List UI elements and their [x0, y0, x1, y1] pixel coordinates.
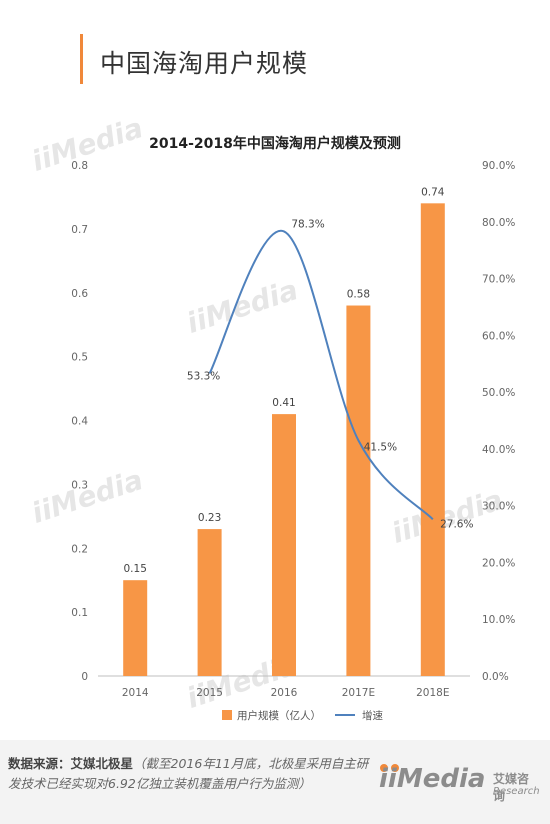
- y-right-tick-label: 60.0%: [482, 330, 515, 342]
- y-left-tick-label: 0.2: [71, 543, 88, 555]
- y-left-tick-label: 0.7: [71, 224, 88, 236]
- bar: [420, 203, 445, 676]
- line-point-label: 53.3%: [187, 370, 220, 382]
- y-right-tick-label: 50.0%: [482, 387, 515, 399]
- y-right-tick-label: 40.0%: [482, 444, 515, 456]
- line-point-label: 27.6%: [440, 518, 473, 530]
- title-accent-bar: [80, 34, 83, 84]
- bar: [197, 529, 222, 676]
- page-header: 中国海淘用户规模: [0, 0, 550, 100]
- bar-value-label: 0.58: [347, 289, 370, 301]
- source-label: 数据来源：艾媒北极星: [8, 756, 134, 771]
- bar: [123, 580, 148, 676]
- combo-chart: 2014-2018年中国海淘用户规模及预测 0 0.1 0.2 0.3 0.4 0.5 0.…: [71, 135, 515, 722]
- brand-name-en: Research: [493, 786, 540, 797]
- bar: [346, 305, 371, 676]
- growth-line: [208, 230, 434, 520]
- bar: [272, 414, 296, 676]
- y-left-tick-label: 0.1: [71, 607, 88, 619]
- brand-dots-icon: [380, 764, 399, 772]
- y-left-tick-label: 0: [81, 671, 88, 683]
- brand-name-cn: 艾媒咨询: [493, 772, 530, 803]
- bar-series: 0.15 0.23 0.41 0.58 0.74: [123, 186, 445, 676]
- y-left-tick-label: 0.4: [71, 416, 88, 428]
- bar-value-label: 0.41: [272, 397, 295, 409]
- legend-line-label: 增速: [362, 709, 383, 722]
- x-tick-label: 2017E: [342, 687, 375, 699]
- chart-title: 2014-2018年中国海淘用户规模及预测: [149, 135, 401, 152]
- y-right-tick-label: 0.0%: [482, 671, 509, 683]
- chart-legend: 用户规模（亿人） 增速: [222, 709, 383, 722]
- y-right-tick-label: 10.0%: [482, 614, 515, 626]
- brand-logo: iiMedia: [379, 764, 486, 794]
- brand-logo-block: iiMedia 艾媒咨询 Research: [375, 762, 540, 812]
- y-right-tick-label: 30.0%: [482, 501, 515, 513]
- y-right-tick-label: 20.0%: [482, 557, 515, 569]
- y-right-tick-label: 80.0%: [482, 217, 515, 229]
- x-tick-label: 2014: [122, 687, 149, 699]
- footer: 数据来源：艾媒北极星（截至2016年11月底，北极星采用自主研发技术已经实现对6…: [0, 740, 550, 824]
- x-tick-label: 2018E: [416, 687, 449, 699]
- y-right-tick-label: 70.0%: [482, 274, 515, 286]
- x-tick-label: 2015: [196, 687, 223, 699]
- y-right-tick-label: 90.0%: [482, 160, 515, 172]
- page-title: 中国海淘用户规模: [100, 49, 309, 78]
- data-source: 数据来源：艾媒北极星（截至2016年11月底，北极星采用自主研发技术已经实现对6…: [8, 754, 373, 794]
- bar-value-label: 0.23: [198, 512, 221, 524]
- y-left-tick-label: 0.6: [71, 288, 88, 300]
- legend-bar-swatch: [222, 710, 232, 720]
- line-point-label: 41.5%: [364, 441, 397, 453]
- bar-value-label: 0.74: [421, 186, 445, 198]
- source-note: （截至2016年11月底，北极星采用自主研发技术已经实现对6.92亿独立装机覆盖…: [8, 756, 369, 791]
- bar-value-label: 0.15: [124, 563, 147, 575]
- line-series: 53.3% 78.3% 41.5% 27.6%: [187, 218, 474, 530]
- y-left-tick-label: 0.8: [71, 160, 88, 172]
- chart-axes: 0 0.1 0.2 0.3 0.4 0.5 0.6 0.7 0.8 0.0% 10.0% 20.0% 3…: [71, 160, 515, 699]
- line-point-label: 78.3%: [291, 218, 324, 230]
- legend-bar-label: 用户规模（亿人）: [237, 709, 321, 722]
- y-left-tick-label: 0.5: [71, 352, 88, 364]
- y-left-tick-label: 0.3: [71, 479, 88, 491]
- x-tick-label: 2016: [271, 687, 298, 699]
